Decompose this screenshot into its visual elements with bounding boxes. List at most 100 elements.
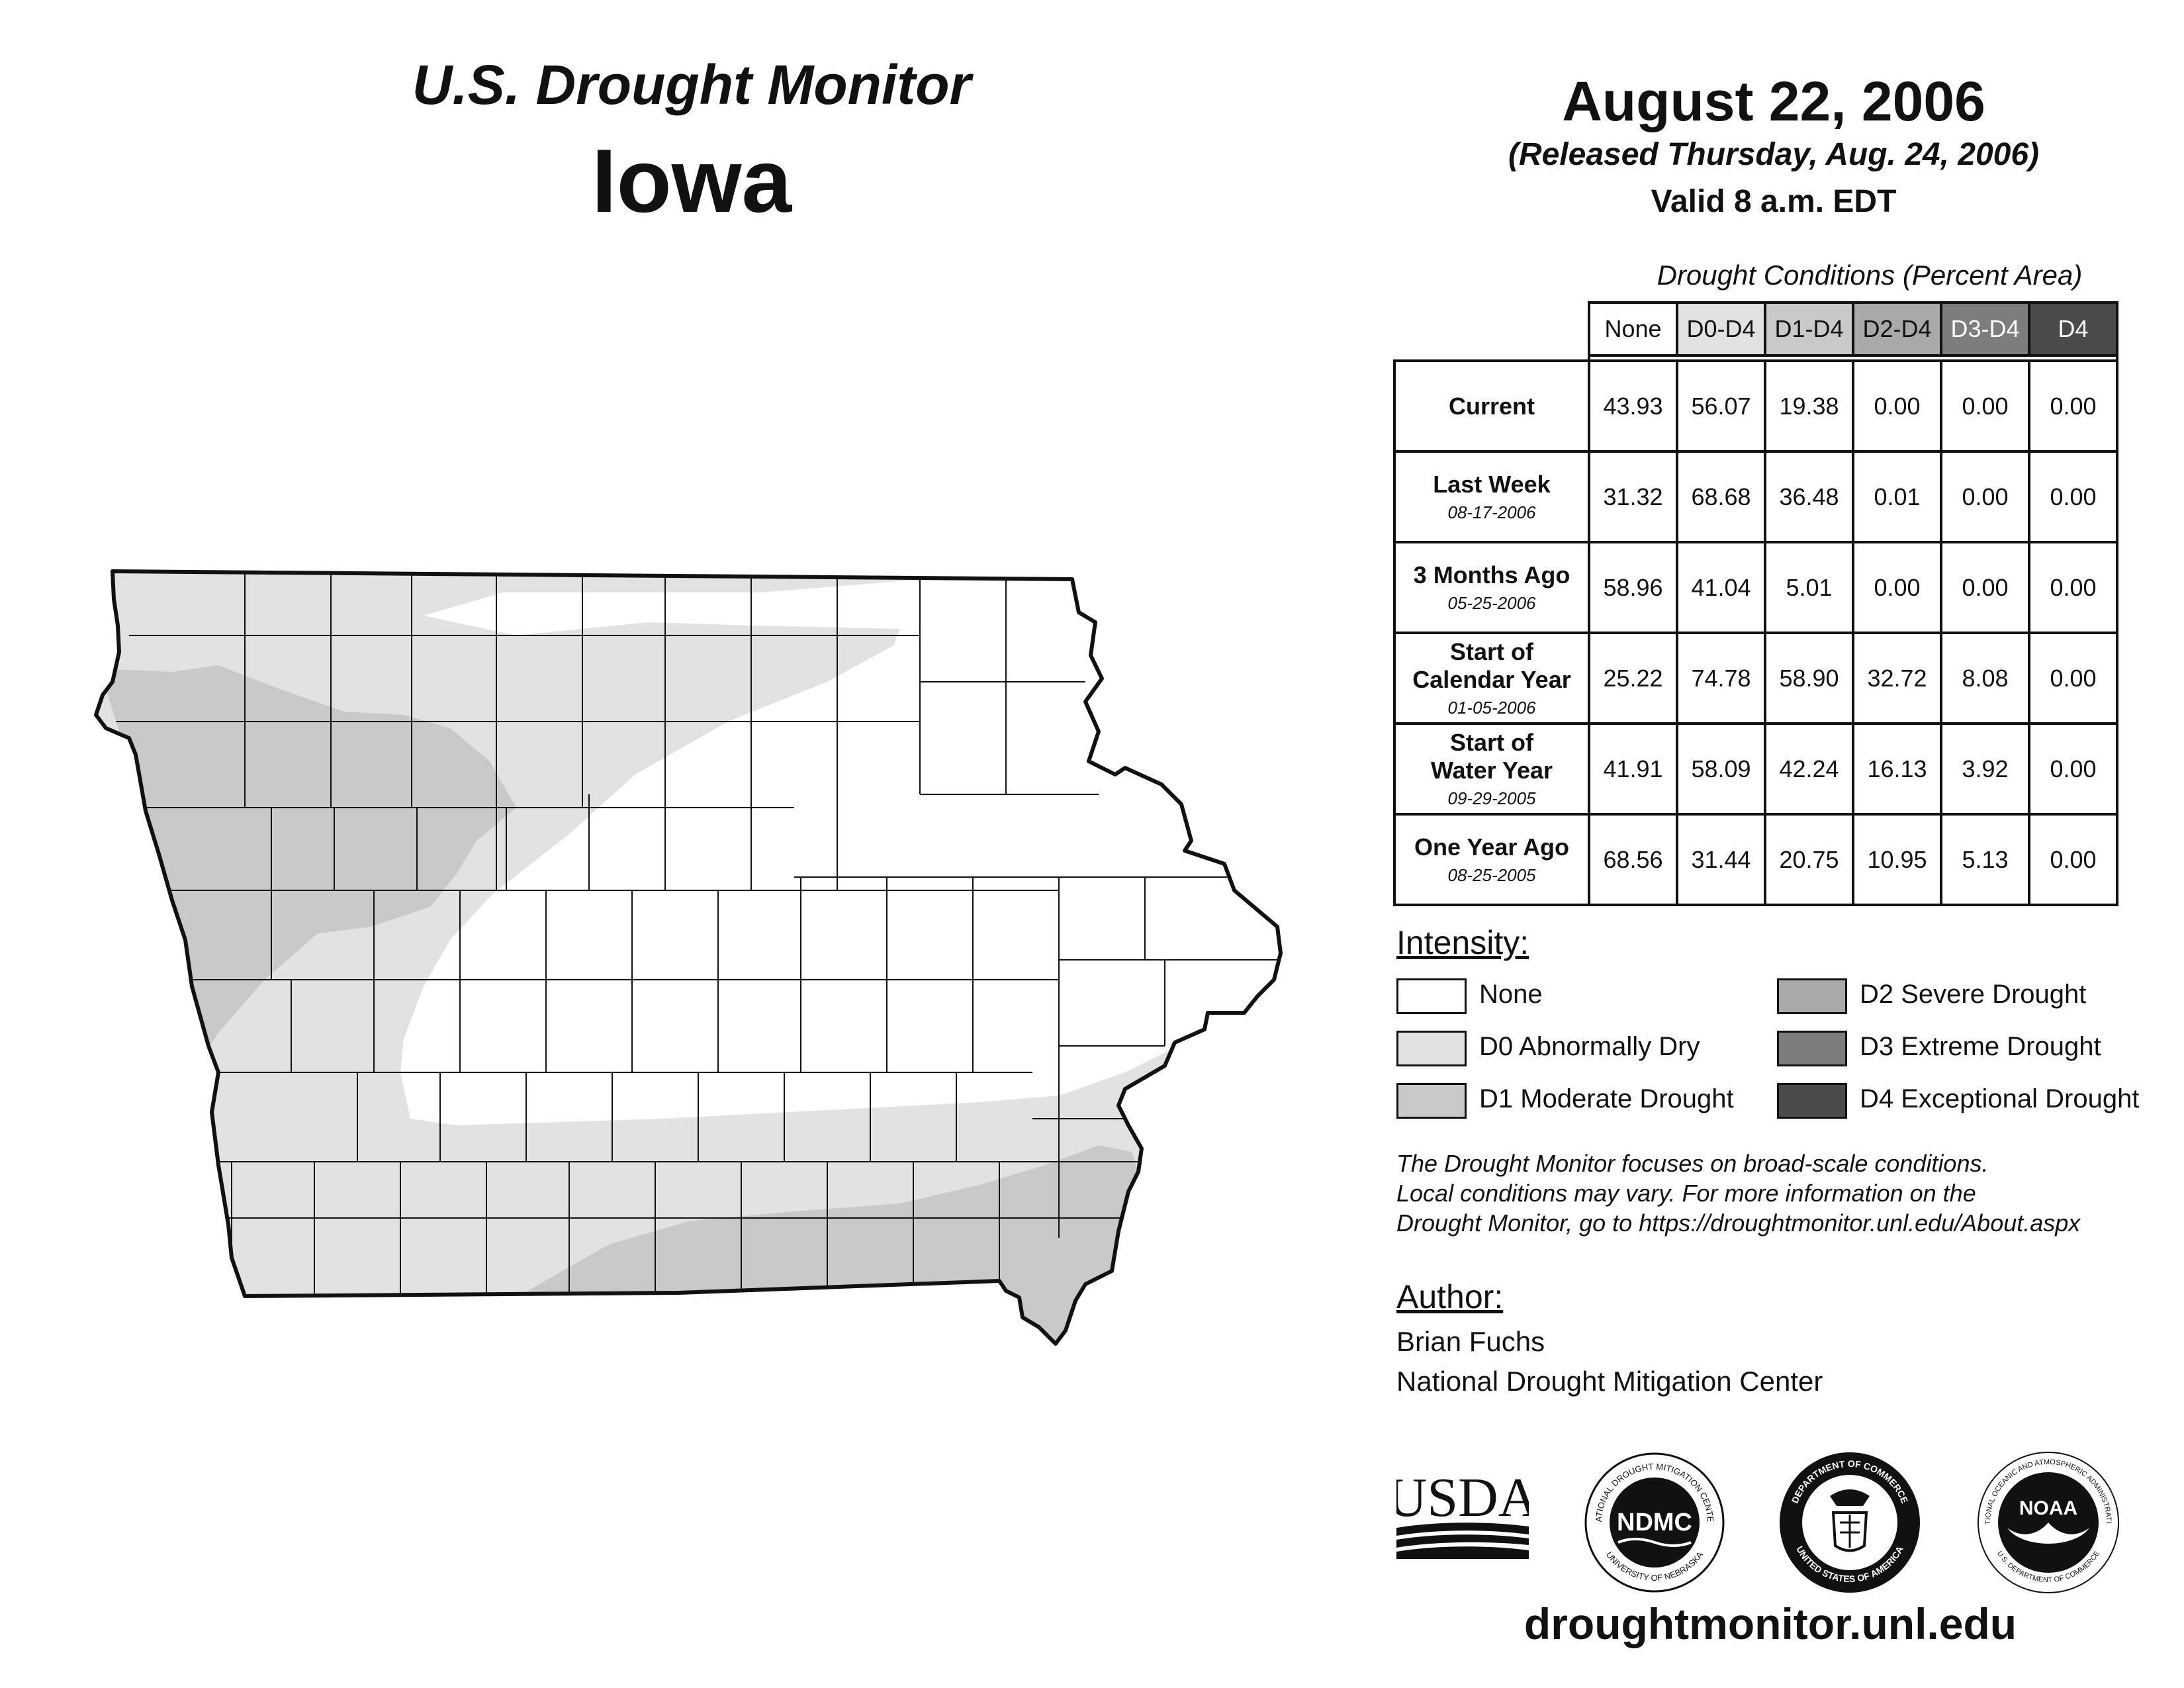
row-date: 08-25-2005: [1447, 865, 1536, 886]
legend-title: Intensity:: [1396, 924, 1529, 961]
legend-label: None: [1479, 980, 1543, 1009]
drought-conditions-table: None D0-D4 D1-D4 D2-D4 D3-D4 D4 Current 4…: [1393, 301, 2118, 906]
table-row: One Year Ago 08-25-2005 68.56 31.44 20.75 10.…: [1393, 813, 2118, 906]
row-label-line: Water Year: [1430, 756, 1553, 784]
row-label: Current: [1393, 359, 1590, 453]
table-cell: 58.09: [1676, 722, 1766, 816]
row-label-text: 3 Months Ago: [1413, 561, 1570, 588]
table-cell: 5.01: [1764, 541, 1854, 634]
disclaimer-line: Drought Monitor, go to https://droughtmo…: [1396, 1209, 2081, 1237]
table-cell: 32.72: [1852, 632, 1942, 725]
legend-swatch: [1777, 1031, 1847, 1066]
disclaimer-text: The Drought Monitor focuses on broad-sca…: [1396, 1149, 2177, 1238]
row-label: Start of Calendar Year 01-05-2006: [1393, 632, 1590, 725]
row-label-text: One Year Ago: [1414, 833, 1570, 861]
row-label-text: Start of Water Year: [1431, 729, 1553, 783]
legend-swatch: [1777, 978, 1847, 1014]
date-block: August 22, 2006 (Released Thursday, Aug.…: [1343, 70, 2184, 220]
table-corner: [1394, 303, 1589, 355]
table-cell: 58.96: [1588, 541, 1678, 634]
department-of-commerce-seal: DEPARTMENT OF COMMERCE UNITED STATES OF …: [1780, 1452, 1920, 1593]
table-row: Start of Calendar Year 01-05-2006 25.22 74.7…: [1393, 632, 2118, 725]
table-cell: 56.07: [1676, 359, 1766, 453]
table-cell: 41.91: [1588, 722, 1678, 816]
row-label: Last Week 08-17-2006: [1393, 450, 1590, 543]
table-cell: 31.32: [1588, 450, 1678, 543]
table-cell: 74.78: [1676, 632, 1766, 725]
disclaimer-line: Local conditions may vary. For more info…: [1396, 1180, 1976, 1207]
table-cell: 43.93: [1588, 359, 1678, 453]
author-organization: National Drought Mitigation Center: [1396, 1366, 1823, 1397]
row-date: 09-29-2005: [1447, 788, 1536, 808]
map-date: August 22, 2006: [1562, 70, 1985, 132]
table-cell: 16.13: [1852, 722, 1942, 816]
row-label-text: Start of Calendar Year: [1412, 638, 1570, 692]
iowa-drought-map: [94, 569, 1283, 1346]
table-cell: 0.00: [1852, 541, 1942, 634]
row-label: 3 Months Ago 05-25-2006: [1393, 541, 1590, 634]
row-label: Start of Water Year 09-29-2005: [1393, 722, 1590, 816]
table-header-row: None D0-D4 D1-D4 D2-D4 D3-D4 D4: [1394, 301, 2118, 357]
table-cell: 0.00: [2028, 632, 2118, 725]
legend-label: D4 Exceptional Drought: [1860, 1084, 2140, 1113]
row-label-line: Calendar Year: [1412, 665, 1571, 693]
table-cell: 0.00: [2028, 450, 2118, 543]
table-cell: 31.44: [1676, 813, 1766, 906]
table-cell: 0.00: [2028, 541, 2118, 634]
svg-text:NDMC: NDMC: [1617, 1509, 1692, 1536]
table-cell: 0.00: [1940, 359, 2030, 453]
ndmc-logo: NATIONAL DROUGHT MITIGATION CENTER UNIVE…: [1582, 1450, 1725, 1593]
website-url[interactable]: droughtmonitor.unl.edu: [1524, 1599, 2017, 1648]
table-cell: 10.95: [1852, 813, 1942, 906]
table-cell: 68.68: [1676, 450, 1766, 543]
table-cell: 42.24: [1764, 722, 1854, 816]
table-cell: 19.38: [1764, 359, 1854, 453]
legend-swatch: [1396, 1083, 1467, 1119]
release-date: (Released Thursday, Aug. 24, 2006): [1508, 137, 2040, 172]
table-cell: 0.00: [1940, 541, 2030, 634]
noaa-logo: NATIONAL OCEANIC AND ATMOSPHERIC ADMINIS…: [1976, 1450, 2119, 1593]
column-header-d3-d4: D3-D4: [1940, 301, 2030, 357]
legend-label: D2 Severe Drought: [1860, 980, 2087, 1009]
author-name: Brian Fuchs: [1396, 1326, 1545, 1357]
disclaimer-line: The Drought Monitor focuses on broad-sca…: [1396, 1150, 1989, 1177]
column-header-d4: D4: [2028, 301, 2118, 357]
table-cell: 36.48: [1764, 450, 1854, 543]
table-cell: 0.00: [2028, 722, 2118, 816]
row-label-text: Current: [1448, 392, 1535, 420]
legend-label: D3 Extreme Drought: [1860, 1032, 2101, 1061]
county-boundaries: [116, 571, 1277, 1296]
usda-logo: USDA: [1396, 1467, 1529, 1559]
row-label: One Year Ago 08-25-2005: [1393, 813, 1590, 906]
table-row: Start of Water Year 09-29-2005 41.91 58.09 42…: [1393, 722, 2118, 816]
table-cell: 0.00: [2028, 359, 2118, 453]
table-cell: 41.04: [1676, 541, 1766, 634]
row-date: 08-17-2006: [1447, 502, 1536, 523]
table-cell: 68.56: [1588, 813, 1678, 906]
legend-label: D1 Moderate Drought: [1479, 1084, 1734, 1113]
column-header-d0-d4: D0-D4: [1676, 301, 1766, 357]
conditions-caption: Drought Conditions (Percent Area): [1657, 259, 2083, 291]
table-cell: 25.22: [1588, 632, 1678, 725]
table-cell: 0.00: [1940, 450, 2030, 543]
legend-swatch: [1396, 978, 1467, 1014]
svg-text:USDA: USDA: [1396, 1467, 1529, 1528]
row-label-line: Start of: [1450, 729, 1533, 757]
row-date: 05-25-2006: [1447, 593, 1536, 614]
legend-label: D0 Abnormally Dry: [1479, 1032, 1700, 1061]
table-cell: 3.92: [1940, 722, 2030, 816]
legend-swatch: [1396, 1031, 1467, 1066]
legend-swatch: [1777, 1083, 1847, 1119]
table-cell: 20.75: [1764, 813, 1854, 906]
table-cell: 5.13: [1940, 813, 2030, 906]
table-cell: 8.08: [1940, 632, 2030, 725]
author-title: Author:: [1396, 1278, 1504, 1315]
map-title: U.S. Drought Monitor: [412, 54, 972, 116]
row-date: 01-05-2006: [1447, 697, 1536, 718]
column-header-d1-d4: D1-D4: [1764, 301, 1854, 357]
svg-text:NOAA: NOAA: [2019, 1497, 2077, 1519]
table-cell: 58.90: [1764, 632, 1854, 725]
table-cell: 0.00: [1852, 359, 1942, 453]
column-header-none: None: [1588, 301, 1678, 357]
iowa-outline: [94, 569, 1283, 1346]
